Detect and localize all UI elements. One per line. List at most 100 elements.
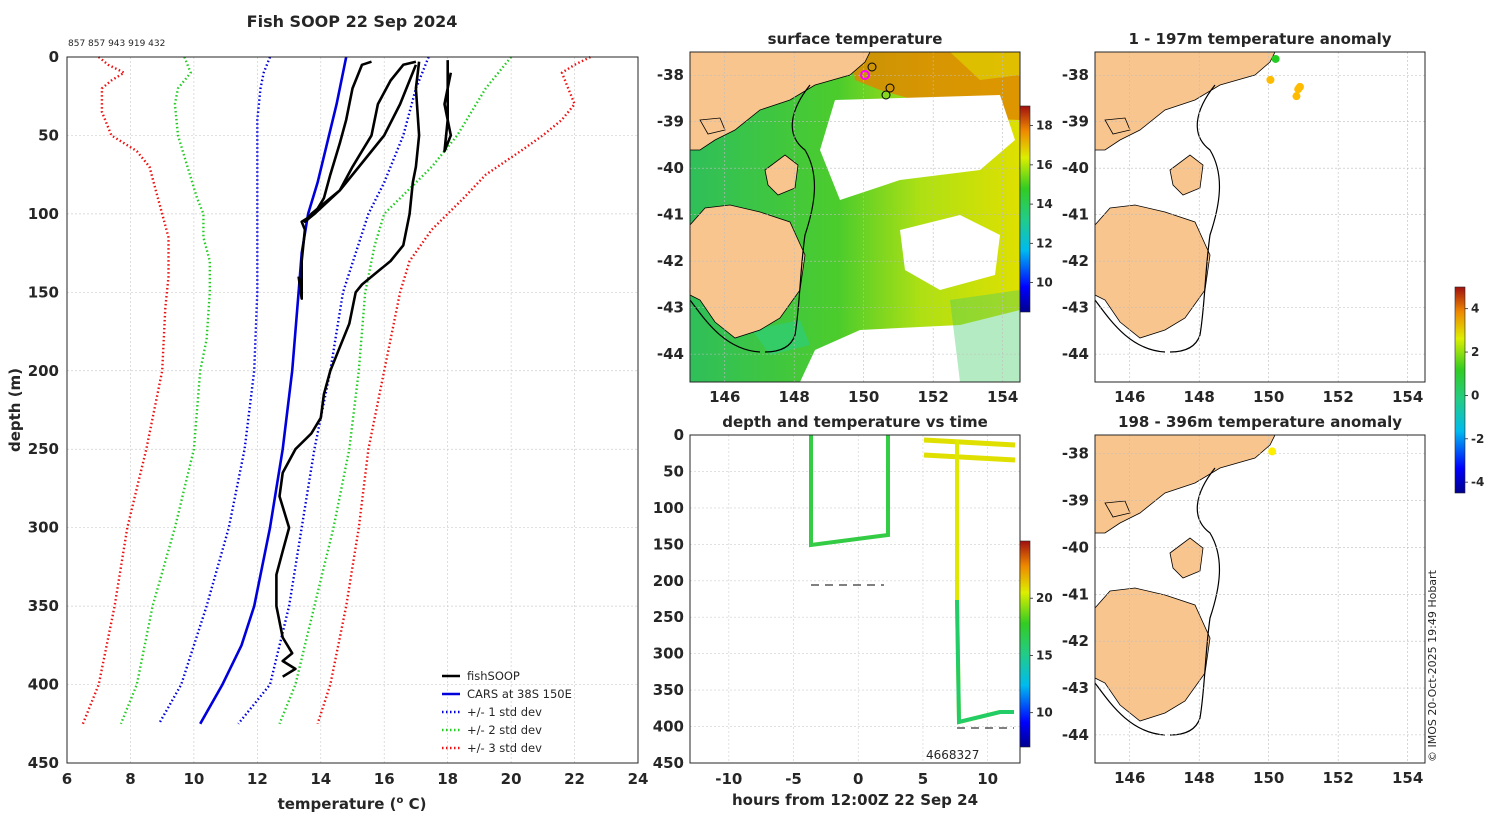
time-y-tick: 150 — [653, 535, 684, 553]
anomaly-colorbar — [1454, 286, 1466, 494]
map-y-tick: -38 — [1062, 66, 1089, 84]
anomaly-point — [1295, 82, 1304, 91]
profile-y-tick: 450 — [28, 754, 59, 772]
time-y-tick: 250 — [653, 608, 684, 626]
sst-colorbar-tick-labels: 18 16 14 12 10 — [1030, 119, 1053, 290]
anomaly-shallow-x-tick-labels: 146 148 150 152 154 — [1114, 388, 1423, 406]
time-plot-grid — [690, 434, 1020, 764]
profile-x-tick: 12 — [247, 770, 268, 788]
profile-title: Fish SOOP 22 Sep 2024 — [247, 12, 458, 31]
colorbar-tick-label: 20 — [1036, 591, 1053, 605]
map-y-tick: -44 — [1062, 726, 1089, 744]
map-x-tick: 154 — [1392, 388, 1423, 406]
time-y-tick: 0 — [674, 426, 684, 444]
anomaly-shallow-panel: 1 - 197m temperature anomaly 146 148 150 15… — [1062, 30, 1426, 406]
map-y-tick: -42 — [657, 252, 684, 270]
profile-x-tick: 14 — [310, 770, 331, 788]
profile-grid — [66, 56, 639, 764]
time-x-tick: 10 — [977, 770, 998, 788]
map-y-tick: -42 — [1062, 632, 1089, 650]
sst-map-title: surface temperature — [768, 30, 943, 48]
profile-panel: Fish SOOP 22 Sep 2024 857 857 943 919 43… — [6, 12, 648, 813]
time-x-axis-label: hours from 12:00Z 22 Sep 24 — [732, 791, 978, 809]
anomaly-colorbar-tick-labels: 4 2 0 -2 -4 — [1465, 302, 1484, 489]
anomaly-deep-points — [1268, 447, 1277, 456]
profile-y-tick: 150 — [28, 283, 59, 301]
profile-series — [81, 55, 591, 725]
sst-map-grid — [690, 52, 1020, 382]
colorbar-tick-label: 18 — [1036, 119, 1053, 133]
profile-x-tick: 22 — [564, 770, 585, 788]
profile-x-tick: 18 — [437, 770, 458, 788]
time-plot-title: depth and temperature vs time — [722, 413, 988, 431]
time-y-tick: 400 — [653, 718, 684, 736]
time-x-tick: -10 — [715, 770, 742, 788]
anomaly-point — [1292, 92, 1301, 101]
map-y-tick: -38 — [657, 66, 684, 84]
sst-map-field — [690, 52, 1020, 382]
time-y-tick: 50 — [663, 462, 684, 480]
profile-series-line — [81, 56, 170, 725]
profile-y-tick: 200 — [28, 362, 59, 380]
anomaly-shallow-points — [1266, 54, 1304, 101]
map-y-tick: -40 — [657, 159, 684, 177]
anomaly-shallow-map — [1095, 52, 1276, 353]
legend-label: fishSOOP — [467, 669, 520, 683]
anomaly-deep-map — [1095, 435, 1276, 736]
colorbar-tick-label: 0 — [1471, 388, 1479, 402]
colorbar-tick-label: -4 — [1471, 475, 1484, 489]
colorbar-tick-label: 10 — [1036, 276, 1053, 290]
map-y-tick: -40 — [1062, 538, 1089, 556]
map-x-tick: 146 — [709, 388, 740, 406]
profile-y-tick: 100 — [28, 205, 59, 223]
map-x-tick: 150 — [848, 388, 879, 406]
anomaly-shallow-title: 1 - 197m temperature anomaly — [1128, 30, 1391, 48]
anomaly-shallow-y-tick-labels: -38 -39 -40 -41 -42 -43 -44 — [1062, 66, 1089, 363]
map-y-tick: -42 — [1062, 252, 1089, 270]
profile-series-line — [237, 56, 430, 725]
anomaly-deep-x-tick-labels: 146 148 150 152 154 — [1114, 769, 1423, 787]
anomaly-shallow-grid — [1095, 52, 1425, 382]
map-x-tick: 152 — [918, 388, 949, 406]
profile-x-tick: 20 — [501, 770, 522, 788]
anomaly-deep-panel: 198 - 396m temperature anomaly 146 148 150… — [1062, 413, 1426, 787]
imos-credit: © IMOS 20-Oct-2025 19:49 Hobart — [1426, 569, 1439, 762]
map-x-tick: 146 — [1114, 769, 1145, 787]
map-x-tick: 150 — [1253, 388, 1284, 406]
colorbar-tick-label: 15 — [1036, 648, 1053, 662]
profile-x-tick: 24 — [628, 770, 649, 788]
map-x-tick: 148 — [779, 388, 810, 406]
profile-y-tick: 300 — [28, 519, 59, 537]
profile-y-tick-labels: 0 50 100 150 200 250 300 350 400 450 — [28, 48, 59, 772]
colorbar-tick-label: 12 — [1036, 236, 1053, 250]
colorbar-tick-label: 14 — [1036, 197, 1053, 211]
anomaly-deep-grid — [1095, 435, 1425, 763]
map-x-tick: 154 — [987, 388, 1018, 406]
profile-y-tick: 0 — [49, 48, 59, 66]
map-x-tick: 148 — [1184, 769, 1215, 787]
time-y-tick: 200 — [653, 572, 684, 590]
time-y-tick: 100 — [653, 499, 684, 517]
map-y-tick: -43 — [1062, 299, 1089, 317]
profile-series-line — [316, 55, 591, 725]
profile-axes-box — [66, 56, 639, 764]
map-y-tick: -41 — [1062, 585, 1089, 603]
profile-series-line — [278, 56, 513, 725]
profile-x-tick-labels: 6 8 10 12 14 16 18 20 22 24 — [62, 770, 649, 788]
map-y-tick: -41 — [657, 206, 684, 224]
profile-header-ids: 857 857 943 919 432 — [68, 39, 165, 49]
time-y-tick-labels: 0 50 100 150 200 250 300 350 400 450 — [653, 426, 684, 772]
anomaly-point — [1266, 75, 1275, 84]
time-bottom-labels: 4668327 — [926, 748, 979, 762]
legend-label: +/- 3 std dev — [467, 741, 542, 755]
profile-legend: fishSOOP CARS at 38S 150E +/- 1 std dev +/-… — [442, 669, 572, 755]
map-x-tick: 152 — [1323, 388, 1354, 406]
map-y-tick: -38 — [1062, 445, 1089, 463]
profile-x-tick: 10 — [183, 770, 204, 788]
sst-x-tick-labels: 146 148 150 152 154 — [709, 388, 1018, 406]
profile-y-tick: 350 — [28, 597, 59, 615]
map-y-tick: -39 — [1062, 492, 1089, 510]
profile-series-line — [303, 60, 418, 223]
colorbar-tick-label: 10 — [1036, 706, 1053, 720]
profile-series-line — [443, 60, 453, 153]
